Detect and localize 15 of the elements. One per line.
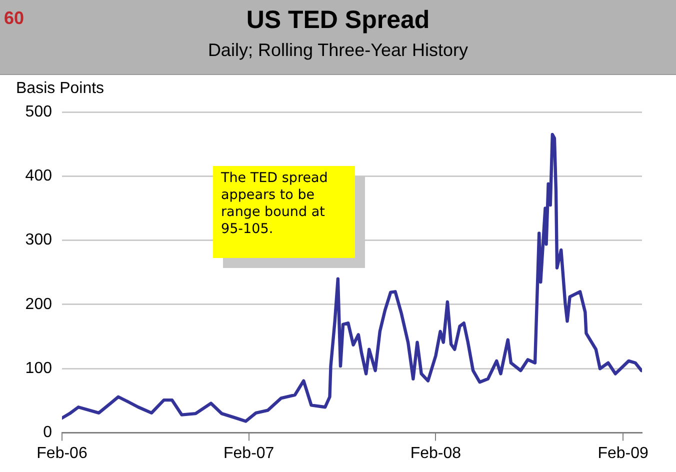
chart-title: US TED Spread: [246, 6, 430, 34]
text: 60: [4, 8, 24, 29]
x-tick-label: Feb-08: [410, 444, 462, 462]
chart-subtitle: Daily; Rolling Three-Year History: [206, 40, 470, 61]
x-tick-label: Feb-09: [598, 444, 649, 462]
y-tick-label: 400: [25, 168, 52, 185]
y-tick-label: 100: [25, 360, 52, 378]
y-tick-label: 500: [25, 103, 52, 120]
y-tick-label: 300: [25, 232, 52, 249]
y-tick-label: 200: [25, 296, 52, 313]
y-axis-title: Basis Points: [16, 80, 104, 98]
x-tick-label: Feb-07: [224, 444, 274, 462]
x-tick-label: Feb-06: [36, 444, 88, 462]
annotation: The TED spread appears to be range bound at 95-105.: [213, 166, 355, 258]
y-tick-label: 0: [43, 424, 52, 442]
